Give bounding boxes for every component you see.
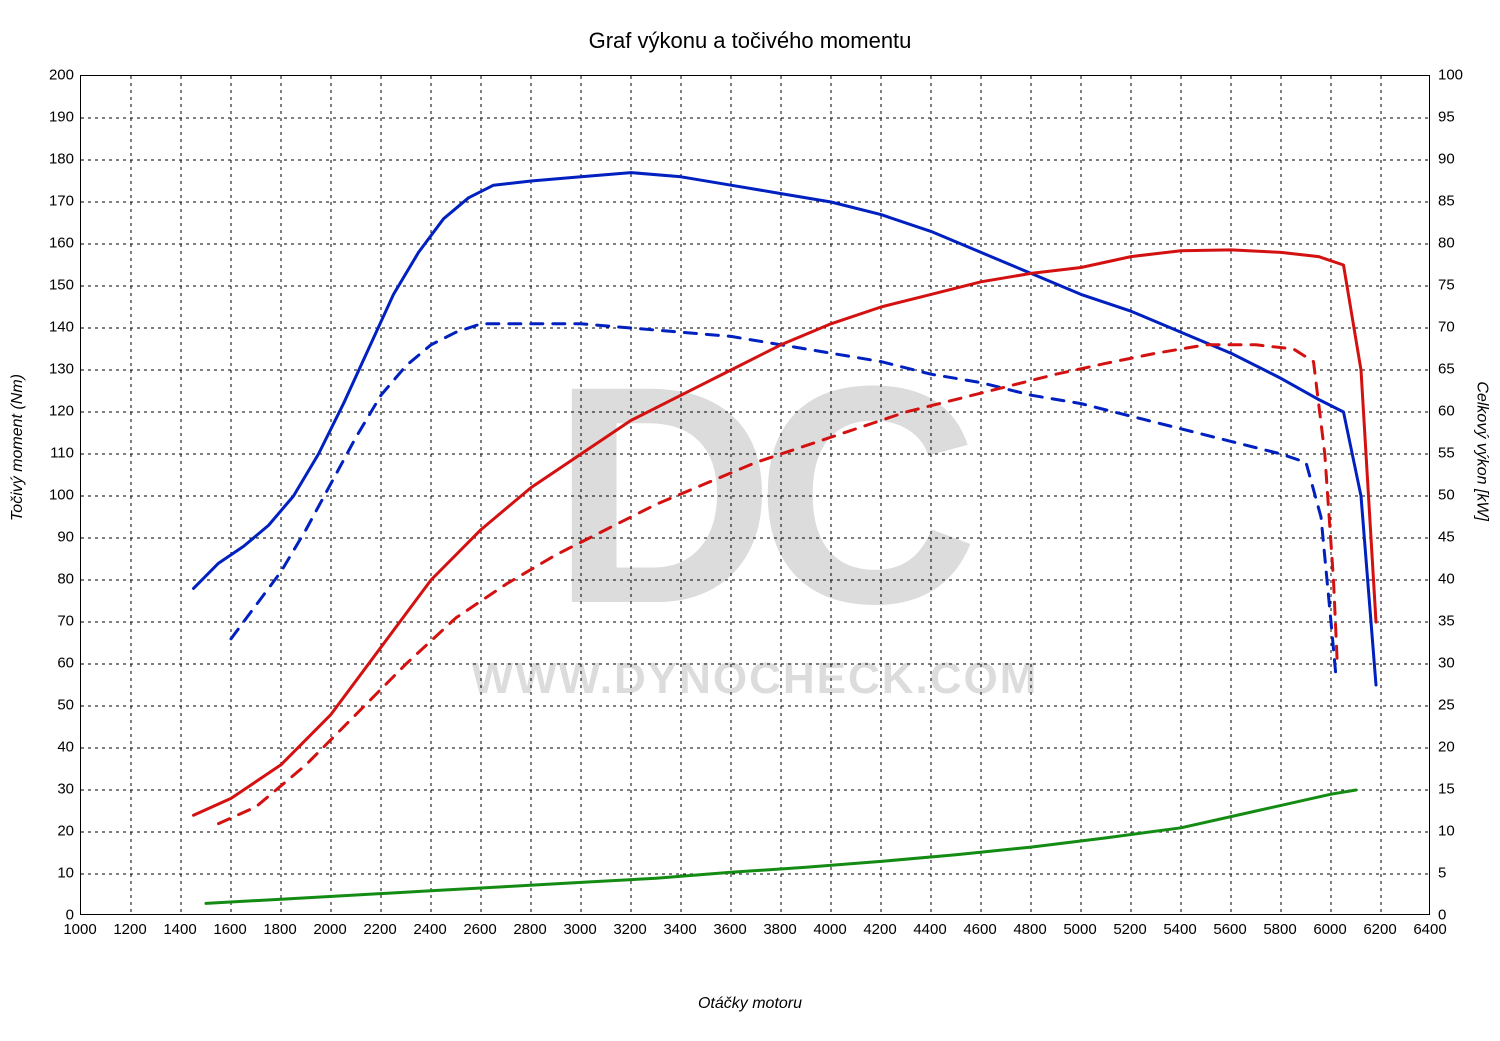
y2-axis-label: Celkový výkon [kW]	[1473, 381, 1491, 521]
tick-label: 170	[46, 193, 74, 210]
tick-label: 180	[46, 151, 74, 168]
tick-label: 90	[46, 529, 74, 546]
tick-label: 4600	[963, 921, 996, 938]
tick-label: 50	[46, 697, 74, 714]
tick-label: 50	[1438, 487, 1455, 504]
tick-label: 95	[1438, 109, 1455, 126]
tick-label: 6400	[1413, 921, 1446, 938]
tick-label: 0	[46, 907, 74, 924]
tick-label: 20	[46, 823, 74, 840]
tick-label: 65	[1438, 361, 1455, 378]
tick-label: 30	[1438, 655, 1455, 672]
tick-label: 4200	[863, 921, 896, 938]
tick-label: 60	[46, 655, 74, 672]
tick-label: 1600	[213, 921, 246, 938]
tick-label: 20	[1438, 739, 1455, 756]
series-power_dashed	[219, 345, 1338, 824]
tick-label: 4800	[1013, 921, 1046, 938]
tick-label: 75	[1438, 277, 1455, 294]
tick-label: 0	[1438, 907, 1446, 924]
tick-label: 3200	[613, 921, 646, 938]
tick-label: 80	[1438, 235, 1455, 252]
tick-label: 10	[46, 865, 74, 882]
y1-axis-label: Točivý moment (Nm)	[9, 374, 27, 521]
tick-label: 55	[1438, 445, 1455, 462]
tick-label: 2800	[513, 921, 546, 938]
tick-label: 5	[1438, 865, 1446, 882]
tick-label: 3800	[763, 921, 796, 938]
tick-label: 1000	[63, 921, 96, 938]
tick-label: 5200	[1113, 921, 1146, 938]
tick-label: 4400	[913, 921, 946, 938]
tick-label: 110	[46, 445, 74, 462]
tick-label: 70	[46, 613, 74, 630]
tick-label: 5800	[1263, 921, 1296, 938]
tick-label: 6000	[1313, 921, 1346, 938]
tick-label: 3000	[563, 921, 596, 938]
tick-label: 45	[1438, 529, 1455, 546]
chart-title: Graf výkonu a točivého momentu	[0, 28, 1500, 54]
tick-label: 160	[46, 235, 74, 252]
plot-area: DC WWW.DYNOCHECK.COM	[80, 75, 1430, 915]
tick-label: 70	[1438, 319, 1455, 336]
tick-label: 3600	[713, 921, 746, 938]
tick-label: 2600	[463, 921, 496, 938]
tick-label: 25	[1438, 697, 1455, 714]
tick-label: 100	[1438, 67, 1463, 84]
tick-label: 200	[46, 67, 74, 84]
series-power_solid	[194, 250, 1377, 815]
tick-label: 190	[46, 109, 74, 126]
tick-label: 80	[46, 571, 74, 588]
chart-container: Graf výkonu a točivého momentu Točivý mo…	[0, 0, 1500, 1041]
tick-label: 5600	[1213, 921, 1246, 938]
tick-label: 60	[1438, 403, 1455, 420]
tick-label: 150	[46, 277, 74, 294]
tick-label: 1200	[113, 921, 146, 938]
tick-label: 130	[46, 361, 74, 378]
tick-label: 3400	[663, 921, 696, 938]
tick-label: 6200	[1363, 921, 1396, 938]
tick-label: 1800	[263, 921, 296, 938]
chart-svg	[81, 76, 1429, 914]
tick-label: 4000	[813, 921, 846, 938]
tick-label: 30	[46, 781, 74, 798]
tick-label: 2200	[363, 921, 396, 938]
tick-label: 10	[1438, 823, 1455, 840]
tick-label: 85	[1438, 193, 1455, 210]
tick-label: 2000	[313, 921, 346, 938]
tick-label: 40	[1438, 571, 1455, 588]
tick-label: 40	[46, 739, 74, 756]
tick-label: 5000	[1063, 921, 1096, 938]
tick-label: 35	[1438, 613, 1455, 630]
tick-label: 1400	[163, 921, 196, 938]
tick-label: 120	[46, 403, 74, 420]
tick-label: 15	[1438, 781, 1455, 798]
tick-label: 5400	[1163, 921, 1196, 938]
tick-label: 90	[1438, 151, 1455, 168]
tick-label: 100	[46, 487, 74, 504]
tick-label: 140	[46, 319, 74, 336]
x-axis-label: Otáčky motoru	[698, 995, 802, 1013]
tick-label: 2400	[413, 921, 446, 938]
